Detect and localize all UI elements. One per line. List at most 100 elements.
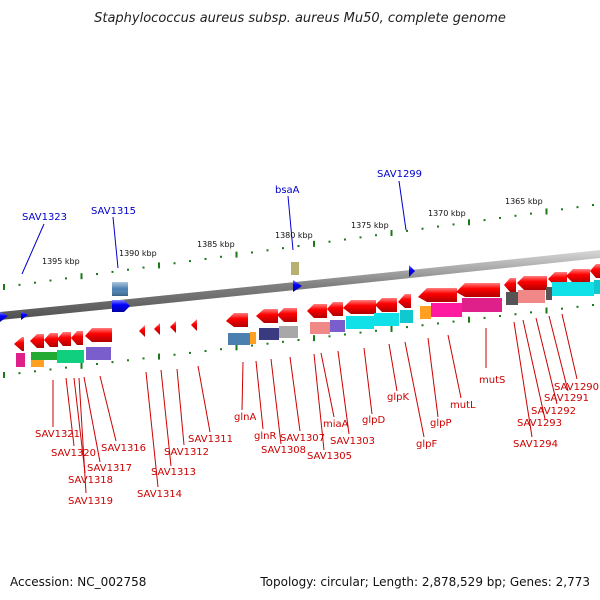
feature-box[interactable]: [431, 303, 462, 317]
gene-label-bottom[interactable]: SAV1317: [87, 463, 132, 474]
gene-arrow-reverse[interactable]: [307, 304, 327, 318]
gene-arrow-reverse[interactable]: [517, 276, 547, 290]
scale-dot: [483, 316, 486, 319]
gene-label-bottom[interactable]: SAV1321: [35, 429, 80, 440]
gene-label-bottom[interactable]: SAV1313: [151, 467, 196, 478]
gene-label-top[interactable]: SAV1315: [91, 206, 136, 217]
gene-arrow-reverse[interactable]: [327, 302, 343, 316]
feature-box[interactable]: [552, 282, 594, 296]
gene-label-bottom[interactable]: SAV1312: [164, 447, 209, 458]
gene-arrow-forward[interactable]: [21, 311, 28, 320]
scale-tick: [158, 353, 160, 360]
gene-arrow-reverse[interactable]: [71, 331, 83, 345]
top-leaders: [21, 180, 407, 275]
scale-dot: [96, 362, 98, 365]
gene-label-top[interactable]: SAV1323: [22, 212, 67, 223]
feature-box[interactable]: [310, 322, 330, 334]
gene-arrow-forward[interactable]: [409, 265, 415, 277]
gene-arrow-reverse[interactable]: [154, 323, 160, 335]
gene-arrow-reverse[interactable]: [277, 308, 297, 322]
gene-arrow-reverse[interactable]: [418, 288, 457, 302]
feature-box[interactable]: [594, 280, 600, 294]
feature-box[interactable]: [400, 310, 413, 323]
gene-arrow-reverse[interactable]: [398, 294, 411, 308]
feature-box[interactable]: [16, 353, 25, 367]
gene-label-bottom[interactable]: SAV1319: [68, 496, 113, 507]
gene-arrow-reverse[interactable]: [590, 264, 600, 278]
gene-arrow-reverse[interactable]: [170, 321, 176, 333]
feature-box[interactable]: [228, 333, 250, 345]
gene-arrow-reverse[interactable]: [14, 337, 24, 351]
gene-feature-box[interactable]: [112, 282, 128, 296]
leader-line: [388, 343, 398, 392]
feature-box[interactable]: [374, 313, 399, 326]
gene-arrow-reverse[interactable]: [139, 325, 145, 337]
scale-dot: [189, 351, 191, 354]
gene-arrow-reverse[interactable]: [44, 333, 58, 347]
gene-arrow-reverse[interactable]: [375, 298, 397, 312]
ruler-label: 1365 kbp: [505, 197, 543, 206]
feature-box[interactable]: [546, 287, 552, 300]
gene-label-top[interactable]: bsaA: [275, 185, 300, 196]
gene-label-bottom[interactable]: SAV1314: [137, 489, 182, 500]
gene-label-bottom[interactable]: SAV1308: [261, 445, 306, 456]
gene-label-bottom[interactable]: SAV1292: [531, 406, 576, 417]
feature-box[interactable]: [462, 298, 502, 312]
gene-arrow-reverse[interactable]: [226, 313, 248, 327]
scale-dot: [483, 219, 486, 222]
scale-dot: [297, 339, 300, 341]
gene-label-bottom[interactable]: glpD: [362, 415, 385, 426]
gene-arrow-reverse[interactable]: [456, 283, 500, 297]
feature-box[interactable]: [506, 292, 518, 305]
gene-label-bottom[interactable]: SAV1311: [188, 434, 233, 445]
gene-label-bottom[interactable]: SAV1316: [101, 443, 146, 454]
feature-box[interactable]: [259, 328, 279, 340]
feature-box[interactable]: [250, 332, 256, 344]
gene-label-bottom[interactable]: mutS: [479, 375, 505, 386]
feature-box[interactable]: [57, 350, 84, 363]
gene-label-bottom[interactable]: SAV1291: [544, 393, 589, 404]
feature-box[interactable]: [31, 360, 44, 367]
top-labels: SAV1323 SAV1315 bsaA SAV1299: [22, 169, 422, 223]
gene-label-bottom[interactable]: SAV1303: [330, 436, 375, 447]
feature-box[interactable]: [346, 316, 374, 329]
gene-arrow-reverse[interactable]: [256, 309, 278, 323]
scale-dot: [514, 214, 517, 217]
feature-box[interactable]: [330, 320, 345, 332]
gene-label-bottom[interactable]: SAV1290: [554, 382, 599, 393]
gene-label-top[interactable]: SAV1299: [377, 169, 422, 180]
gene-label-bottom[interactable]: glnA: [234, 412, 256, 423]
gene-arrow-forward[interactable]: [0, 312, 8, 322]
gene-arrow-forward[interactable]: [112, 300, 130, 312]
gene-label-bottom[interactable]: miaA: [323, 419, 349, 430]
gene-arrow-forward[interactable]: [293, 280, 302, 292]
gene-arrow-reverse[interactable]: [30, 334, 44, 348]
gene-label-bottom[interactable]: SAV1307: [280, 433, 325, 444]
gene-feature-box[interactable]: [291, 262, 299, 275]
gene-label-bottom[interactable]: glnR: [254, 431, 276, 442]
gene-label-bottom[interactable]: SAV1293: [517, 418, 562, 429]
gene-label-bottom[interactable]: glpF: [416, 439, 437, 450]
scale-dot: [530, 311, 532, 314]
feature-box[interactable]: [31, 352, 57, 360]
gene-arrow-reverse[interactable]: [85, 328, 112, 342]
leader-line: [78, 377, 87, 494]
gene-arrow-reverse[interactable]: [504, 278, 516, 292]
leader-line: [197, 365, 211, 433]
gene-label-bottom[interactable]: glpK: [387, 392, 409, 403]
gene-label-bottom[interactable]: SAV1294: [513, 439, 558, 450]
feature-box[interactable]: [279, 326, 298, 338]
gene-arrow-reverse[interactable]: [566, 269, 590, 283]
gene-arrow-reverse[interactable]: [343, 300, 376, 314]
feature-box[interactable]: [518, 290, 545, 303]
gene-label-bottom[interactable]: mutL: [450, 400, 476, 411]
gene-label-bottom[interactable]: glpP: [430, 418, 452, 429]
feature-box[interactable]: [420, 306, 431, 319]
gene-label-bottom[interactable]: SAV1305: [307, 451, 352, 462]
gene-arrow-reverse[interactable]: [191, 319, 197, 331]
gene-arrow-reverse[interactable]: [57, 332, 71, 346]
gene-label-bottom[interactable]: SAV1320: [51, 448, 96, 459]
leader-line: [83, 376, 101, 463]
gene-label-bottom[interactable]: SAV1318: [68, 475, 113, 486]
feature-box[interactable]: [86, 347, 111, 360]
